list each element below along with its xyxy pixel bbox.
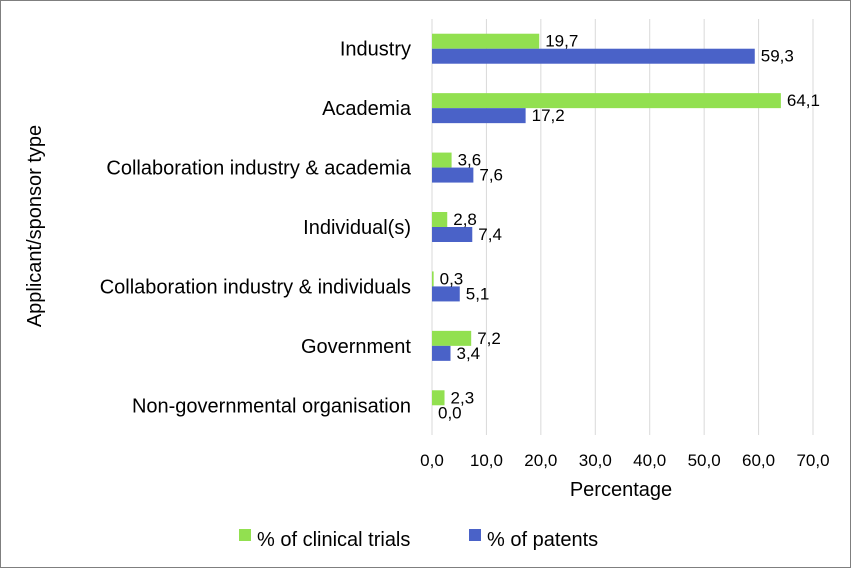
- data-label-of-clinical-trials-collaboration-industry-academia: 3,6: [458, 151, 482, 170]
- category-label-non-governmental-organisation: Non-governmental organisation: [132, 395, 411, 417]
- data-label-of-patents-non-governmental-organisation: 0,0: [438, 403, 462, 422]
- bar-of-patents-collaboration-industry-individuals: [432, 286, 460, 302]
- x-tick-labels: 0,0 10,0 20,0 30,0 40,0 50,0 60,0 70,0: [420, 451, 829, 470]
- legend: % of clinical trials % of patents: [239, 529, 598, 551]
- data-label-of-patents-industry: 59,3: [761, 47, 794, 66]
- x-tick-label: 0,0: [420, 451, 444, 470]
- x-tick-label: 50,0: [688, 451, 721, 470]
- data-label-of-clinical-trials-government: 7,2: [477, 329, 501, 348]
- bar-of-clinical-trials-industry: [432, 33, 540, 49]
- data-label-of-patents-academia: 17,2: [532, 106, 565, 125]
- data-label-of-clinical-trials-industry: 19,7: [545, 32, 578, 51]
- bar-of-clinical-trials-individual-s: [432, 212, 448, 227]
- category-label-collaboration-industry-academia: Collaboration industry & academia: [106, 158, 411, 180]
- bar-of-patents-government: [432, 345, 451, 361]
- x-tick-label: 10,0: [470, 451, 503, 470]
- bar-of-clinical-trials-academia: [432, 93, 781, 109]
- gridlines: [431, 19, 814, 435]
- y-axis-title: Applicant/sponsor type: [24, 125, 46, 327]
- bar-of-patents-collaboration-industry-academia: [432, 167, 474, 183]
- x-tick-label: 30,0: [579, 451, 612, 470]
- bars: [432, 33, 781, 406]
- legend-swatch-clinical-trials: [239, 529, 251, 541]
- data-label-of-patents-collaboration-industry-academia: 7,6: [479, 166, 503, 185]
- category-label-academia: Academia: [322, 98, 412, 120]
- x-tick-label: 40,0: [633, 451, 666, 470]
- legend-label-patents: % of patents: [487, 529, 598, 551]
- x-axis-title: Percentage: [570, 479, 672, 501]
- data-labels: 19,7 59,3 64,1 17,2 3,67,6 2,87,4 0,35,1 7,23,4…: [438, 32, 820, 423]
- category-label-industry: Industry: [340, 39, 411, 61]
- bar-of-clinical-trials-collaboration-industry-individuals: [432, 271, 434, 287]
- category-label-government: Government: [301, 336, 411, 358]
- category-label-individual-s: Individual(s): [303, 217, 411, 239]
- x-tick-label: 60,0: [742, 451, 775, 470]
- legend-label-clinical-trials: % of clinical trials: [257, 529, 410, 551]
- bar-of-clinical-trials-government: [432, 330, 472, 346]
- bar-of-clinical-trials-collaboration-industry-academia: [432, 152, 452, 168]
- x-tick-label: 20,0: [524, 451, 557, 470]
- data-label-of-patents-individual-s: 7,4: [478, 225, 502, 244]
- x-tick-label: 70,0: [796, 451, 829, 470]
- category-labels: Industry Academia Collaboration industry &…: [100, 39, 412, 418]
- data-label-of-patents-government: 3,4: [457, 344, 481, 363]
- data-label-of-clinical-trials-non-governmental-organisation: 2,3: [451, 388, 475, 407]
- data-label-of-patents-collaboration-industry-individuals: 5,1: [466, 284, 490, 303]
- data-label-of-clinical-trials-academia: 64,1: [787, 91, 820, 110]
- data-label-of-clinical-trials-collaboration-industry-individuals: 0,3: [440, 269, 464, 288]
- bar-of-patents-academia: [432, 108, 526, 124]
- bar-of-patents-individual-s: [432, 227, 473, 242]
- bar-of-patents-industry: [432, 48, 755, 64]
- bar-of-clinical-trials-non-governmental-organisation: [432, 390, 445, 406]
- category-label-collaboration-industry-individuals: Collaboration industry & individuals: [100, 276, 411, 298]
- legend-swatch-patents: [469, 529, 481, 541]
- data-label-of-clinical-trials-individual-s: 2,8: [453, 210, 477, 229]
